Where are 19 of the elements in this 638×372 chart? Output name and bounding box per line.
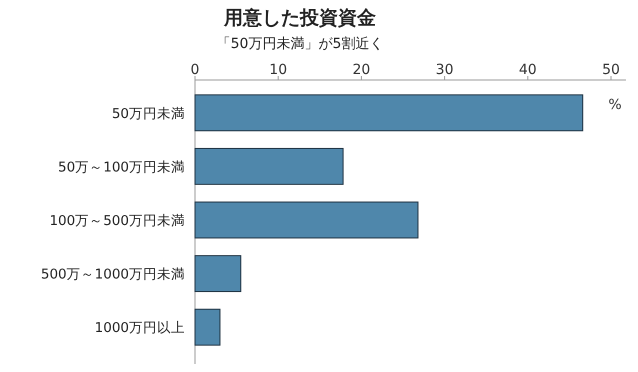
x-tick-label: 10 [269,62,288,78]
bar [194,94,584,132]
x-tick-label: 50 [602,62,620,78]
y-tick-label: 50万円未満 [112,106,185,122]
bar [194,202,418,238]
bar [194,255,242,292]
chart-subtitle: 「50万円未満」が5割近く [216,36,384,52]
x-axis-title: % [608,97,622,113]
x-tick-label: 0 [190,62,200,78]
y-tick-label: 1000万円以上 [94,320,185,336]
bar [194,148,344,185]
y-tick-label: 100万～500万円未満 [49,213,185,229]
chart-title: 用意した投資資金 [223,7,376,29]
x-tick-label: 30 [436,62,454,78]
y-tick-label: 500万～1000万円未満 [40,266,185,283]
x-tick-label: 40 [518,62,537,78]
bar [194,308,220,346]
y-tick-label: 50万～100万円未満 [58,159,185,176]
x-tick-label: 20 [352,62,370,78]
